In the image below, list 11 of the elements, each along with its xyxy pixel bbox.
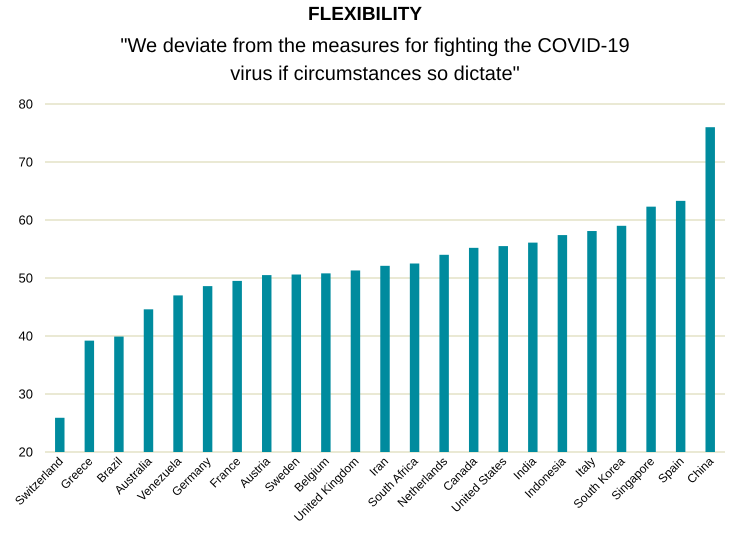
y-tick-label: 50 xyxy=(18,270,33,286)
y-tick-label: 80 xyxy=(18,96,33,112)
x-tick-label: Italy xyxy=(572,454,598,480)
y-tick-label: 70 xyxy=(18,154,33,170)
y-tick-label: 20 xyxy=(18,444,33,460)
x-tick-label: Iran xyxy=(366,454,392,479)
y-tick-label: 60 xyxy=(18,212,33,228)
y-tick-label: 40 xyxy=(18,328,33,344)
y-tick-label: 30 xyxy=(18,386,33,402)
chart-title: FLEXIBILITY xyxy=(308,4,422,25)
chart-subtitle: "We deviate from the measures for fighting the COVID-19 virus if circumstances so dictate" xyxy=(120,35,630,85)
